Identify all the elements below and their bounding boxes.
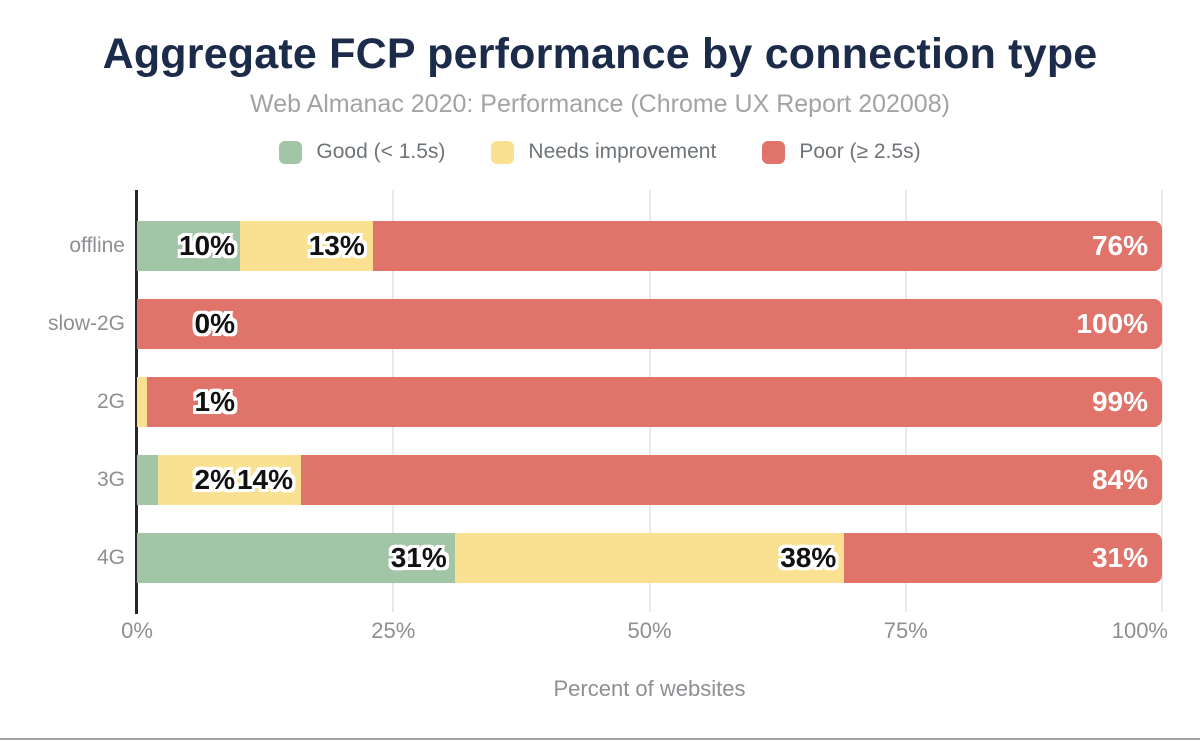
bar-row-4G: 31% 38% 31% (137, 533, 1162, 583)
x-axis-tick-label: 25% (371, 618, 416, 643)
bar-segment (137, 299, 1162, 349)
bar-segment (137, 533, 455, 583)
legend-item: Needs improvement (491, 140, 716, 164)
bar-segment (454, 533, 845, 583)
y-axis-category-label: 4G (96, 546, 125, 569)
chart-subtitle: Web Almanac 2020: Performance (Chrome UX… (250, 90, 950, 118)
bar-value-label: 31% (390, 542, 447, 573)
bar-value-label: 76% (1091, 230, 1148, 261)
y-axis-category-label: 2G (96, 390, 125, 413)
bar-row-3G: 2% 14% 84% (137, 455, 1162, 505)
x-axis-tick-label: 0% (121, 618, 153, 643)
legend-label: Needs improvement (528, 140, 717, 163)
x-axis-tick-label: 75% (883, 618, 928, 643)
bar-segment (372, 221, 1162, 271)
bar-row-slow-2G: 0% 100% (137, 299, 1162, 349)
bar-segment (137, 377, 148, 427)
bar-value-label: 99% (1091, 386, 1148, 417)
bar-segment (137, 455, 158, 505)
footer-divider (0, 738, 1200, 740)
x-axis-title: Percent of websites (553, 676, 746, 701)
chart-title: Aggregate FCP performance by connection … (102, 30, 1098, 78)
bar-value-label: 38% (780, 542, 837, 573)
legend-item: Good (< 1.5s) (279, 140, 445, 164)
bar-value-label: 100% (1076, 308, 1148, 339)
legend: Good (< 1.5s) Needs improvement Poor (≥ 2.… (0, 140, 1200, 164)
y-axis-labels: offline slow-2G 2G 3G 4G (0, 190, 125, 612)
gridline (1161, 190, 1163, 612)
y-axis-category-label: 3G (96, 468, 125, 491)
bar-value-label: 14% (236, 464, 293, 495)
bar-value-label: 2% (194, 464, 235, 495)
legend-swatch-icon (491, 140, 515, 164)
bar-segment (239, 221, 373, 271)
bar-value-label: 13% (308, 230, 365, 261)
legend-label: Good (< 1.5s) (316, 140, 446, 163)
bar-value-label: 84% (1091, 464, 1148, 495)
bar-value-label: 31% (1091, 542, 1148, 573)
bar-row-offline: 10% 13% 76% (137, 221, 1162, 271)
plot-area: 10% 13% 76% 0% 100% 1% 99% 2% 14% 84% 31% 38% 31% 0% 2… (121, 190, 1168, 643)
legend-item: Poor (≥ 2.5s) (762, 140, 921, 164)
bar-segment (147, 377, 1162, 427)
bar-segment (844, 533, 1162, 583)
y-axis-category-label: offline (69, 234, 125, 257)
x-axis-tick-label: 50% (627, 618, 672, 643)
bar-segment (301, 455, 1162, 505)
bar-value-label: 1% (194, 386, 235, 417)
y-axis-line (135, 190, 138, 614)
bar-segment (157, 455, 301, 505)
bar-value-label: 0% (194, 308, 235, 339)
bar-segment (137, 221, 240, 271)
legend-swatch-icon (279, 140, 303, 164)
legend-label: Poor (≥ 2.5s) (799, 140, 921, 163)
y-axis-category-label: slow-2G (47, 312, 125, 335)
bar-row-2G: 1% 99% (137, 377, 1162, 427)
bar-value-label: 10% (178, 230, 235, 261)
x-axis-tick-label: 100% (1111, 618, 1168, 643)
legend-swatch-icon (762, 140, 786, 164)
